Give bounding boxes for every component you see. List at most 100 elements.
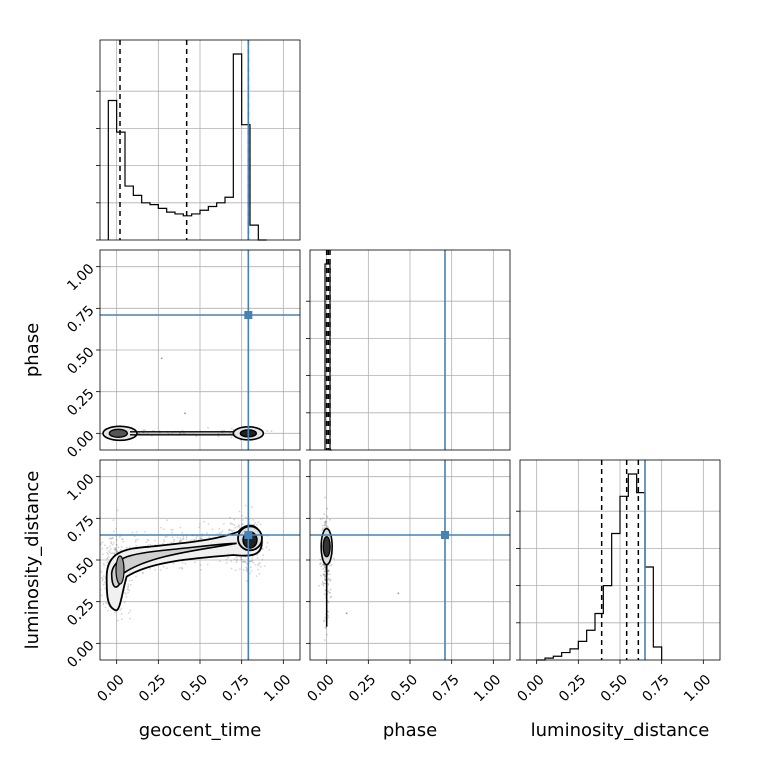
joint-geocent_time-vs-luminosity_distance-sample xyxy=(185,536,188,539)
joint-geocent_time-vs-luminosity_distance-sample xyxy=(127,588,129,591)
joint-geocent_time-vs-luminosity_distance-sample xyxy=(147,544,150,547)
joint-phase-vs-luminosity_distance-sample xyxy=(324,566,326,569)
joint-geocent_time-vs-luminosity_distance-sample xyxy=(149,543,152,546)
joint-phase-vs-luminosity_distance-sample xyxy=(324,578,327,581)
joint-phase-vs-luminosity_distance-sample xyxy=(325,626,328,629)
joint-geocent_time-vs-luminosity_distance-sample xyxy=(102,562,105,565)
joint-geocent_time-vs-luminosity_distance-sample xyxy=(115,549,117,551)
joint-phase-vs-luminosity_distance-sample xyxy=(327,570,330,573)
joint-geocent_time-vs-luminosity_distance-sample xyxy=(109,545,111,548)
joint-geocent_time-vs-phase-sample xyxy=(158,432,161,434)
joint-geocent_time-vs-luminosity_distance-sample xyxy=(248,560,251,563)
joint-geocent_time-vs-luminosity_distance-sample xyxy=(145,541,148,544)
joint-geocent_time-vs-phase-sample xyxy=(142,432,145,435)
joint-geocent_time-vs-luminosity_distance-sample xyxy=(135,539,137,541)
joint-geocent_time-vs-luminosity_distance-sample xyxy=(208,536,211,539)
joint-geocent_time-vs-luminosity_distance-sample xyxy=(128,546,131,549)
joint-geocent_time-vs-luminosity_distance-sample xyxy=(262,554,265,557)
joint-phase-vs-luminosity_distance-sample xyxy=(323,620,325,623)
joint-geocent_time-vs-luminosity_distance-sample xyxy=(141,571,144,574)
joint-geocent_time-vs-luminosity_distance-sample xyxy=(129,583,132,586)
joint-geocent_time-vs-luminosity_distance-sample xyxy=(118,536,121,538)
joint-geocent_time-vs-luminosity_distance-sample xyxy=(129,609,132,612)
joint-geocent_time-vs-phase-sample xyxy=(221,429,224,432)
joint-geocent_time-vs-luminosity_distance-sample xyxy=(200,537,203,540)
joint-geocent_time-vs-luminosity_distance-sample xyxy=(101,576,103,579)
joint-geocent_time-vs-phase-outlier-1 xyxy=(184,412,186,415)
joint-geocent_time-vs-luminosity_distance-sample xyxy=(142,572,144,575)
joint-geocent_time-vs-luminosity_distance-sample xyxy=(233,558,236,561)
joint-geocent_time-vs-luminosity_distance-sample xyxy=(120,613,123,615)
joint-geocent_time-vs-luminosity_distance-sample xyxy=(230,567,233,570)
joint-geocent_time-vs-luminosity_distance-sample xyxy=(201,537,203,540)
joint-geocent_time-vs-luminosity_distance-sample xyxy=(110,537,113,540)
joint-geocent_time-vs-luminosity_distance-sample xyxy=(257,564,260,567)
joint-phase-vs-luminosity_distance-sample xyxy=(324,570,326,573)
joint-geocent_time-vs-luminosity_distance-sample xyxy=(180,566,183,569)
joint-geocent_time-vs-luminosity_distance-sample xyxy=(179,539,181,542)
joint-geocent_time-vs-luminosity_distance-sample xyxy=(211,528,214,531)
joint-geocent_time-vs-luminosity_distance-sample xyxy=(234,569,237,572)
joint-geocent_time-vs-luminosity_distance-sample xyxy=(235,561,238,564)
joint-geocent_time-vs-luminosity_distance-sample xyxy=(234,526,237,529)
joint-phase-vs-luminosity_distance-sample xyxy=(322,567,325,570)
line-layer xyxy=(100,40,646,660)
joint-geocent_time-vs-luminosity_distance-sample xyxy=(242,523,244,525)
joint-phase-vs-luminosity_distance-sample xyxy=(327,616,330,619)
joint-geocent_time-vs-luminosity_distance-sample xyxy=(249,566,252,568)
joint-geocent_time-vs-luminosity_distance-sample xyxy=(236,558,239,561)
joint-geocent_time-vs-luminosity_distance-sample xyxy=(106,602,109,605)
joint-phase-vs-luminosity_distance-sample xyxy=(329,578,332,581)
joint-geocent_time-vs-luminosity_distance-sample xyxy=(111,552,114,554)
ytick-label-luminosity_distance-2: 0.50 xyxy=(64,554,97,587)
joint-geocent_time-vs-luminosity_distance-sample xyxy=(182,537,185,540)
marginal-geocent_time-histogram-step xyxy=(107,53,267,241)
joint-phase-vs-luminosity_distance-outlier-1 xyxy=(345,612,348,615)
joint-geocent_time-vs-luminosity_distance-sample xyxy=(254,521,257,524)
joint-geocent_time-vs-phase-sample xyxy=(217,435,220,438)
joint-phase-vs-luminosity_distance-sample xyxy=(321,527,324,530)
joint-geocent_time-vs-luminosity_distance-sample xyxy=(102,583,105,586)
joint-geocent_time-vs-luminosity_distance-sample xyxy=(105,547,108,550)
joint-geocent_time-vs-luminosity_distance-contour-left-core xyxy=(115,555,125,585)
joint-geocent_time-vs-luminosity_distance-sample xyxy=(193,538,196,541)
joint-geocent_time-vs-luminosity_distance-sample xyxy=(241,519,244,521)
joint-geocent_time-vs-luminosity_distance-sample xyxy=(146,538,149,541)
joint-geocent_time-vs-luminosity_distance-sample xyxy=(180,539,183,541)
joint-geocent_time-vs-luminosity_distance-sample xyxy=(125,593,127,596)
joint-geocent_time-vs-luminosity_distance-sample xyxy=(194,561,196,564)
joint-geocent_time-vs-luminosity_distance-sample xyxy=(124,591,126,594)
joint-geocent_time-vs-phase-sample xyxy=(181,429,184,432)
joint-geocent_time-vs-luminosity_distance-sample xyxy=(114,551,116,554)
joint-phase-vs-luminosity_distance-sample xyxy=(324,524,327,527)
xtick-label-luminosity_distance-1: 0.25 xyxy=(556,672,589,705)
joint-geocent_time-vs-luminosity_distance-sample xyxy=(235,556,238,559)
joint-phase-vs-luminosity_distance-sample xyxy=(324,574,326,577)
joint-phase-vs-luminosity_distance-sample xyxy=(324,496,327,499)
joint-geocent_time-vs-luminosity_distance-sample xyxy=(117,546,120,549)
joint-geocent_time-vs-phase-sample xyxy=(137,432,140,435)
joint-geocent_time-vs-luminosity_distance-sample xyxy=(244,560,247,563)
joint-phase-vs-luminosity_distance-sample xyxy=(327,582,330,585)
joint-geocent_time-vs-luminosity_distance-sample xyxy=(131,531,134,534)
joint-geocent_time-vs-luminosity_distance-sample xyxy=(256,523,258,526)
joint-geocent_time-vs-luminosity_distance-sample xyxy=(166,519,169,521)
joint-geocent_time-vs-luminosity_distance-sample xyxy=(244,561,247,564)
joint-phase-vs-luminosity_distance-sample xyxy=(322,517,324,520)
joint-phase-vs-luminosity_distance-sample xyxy=(319,558,322,561)
joint-geocent_time-vs-luminosity_distance-sample xyxy=(228,528,230,531)
joint-geocent_time-vs-luminosity_distance-sample xyxy=(240,558,243,561)
joint-geocent_time-vs-luminosity_distance-sample xyxy=(129,617,131,620)
joint-geocent_time-vs-luminosity_distance-sample xyxy=(242,561,245,564)
ytick-label-luminosity_distance-1: 0.25 xyxy=(64,596,97,629)
joint-phase-vs-luminosity_distance-sample xyxy=(324,616,327,619)
joint-geocent_time-vs-luminosity_distance-sample xyxy=(245,568,248,571)
joint-geocent_time-vs-luminosity_distance-sample xyxy=(121,538,123,541)
joint-phase-vs-luminosity_distance-sample xyxy=(324,521,327,524)
joint-geocent_time-vs-luminosity_distance-sample xyxy=(198,526,201,528)
joint-geocent_time-vs-luminosity_distance-sample xyxy=(171,531,173,534)
joint-geocent_time-vs-luminosity_distance-sample xyxy=(261,548,264,550)
joint-geocent_time-vs-luminosity_distance-sample xyxy=(173,540,175,543)
joint-geocent_time-vs-luminosity_distance-sample xyxy=(106,553,109,556)
